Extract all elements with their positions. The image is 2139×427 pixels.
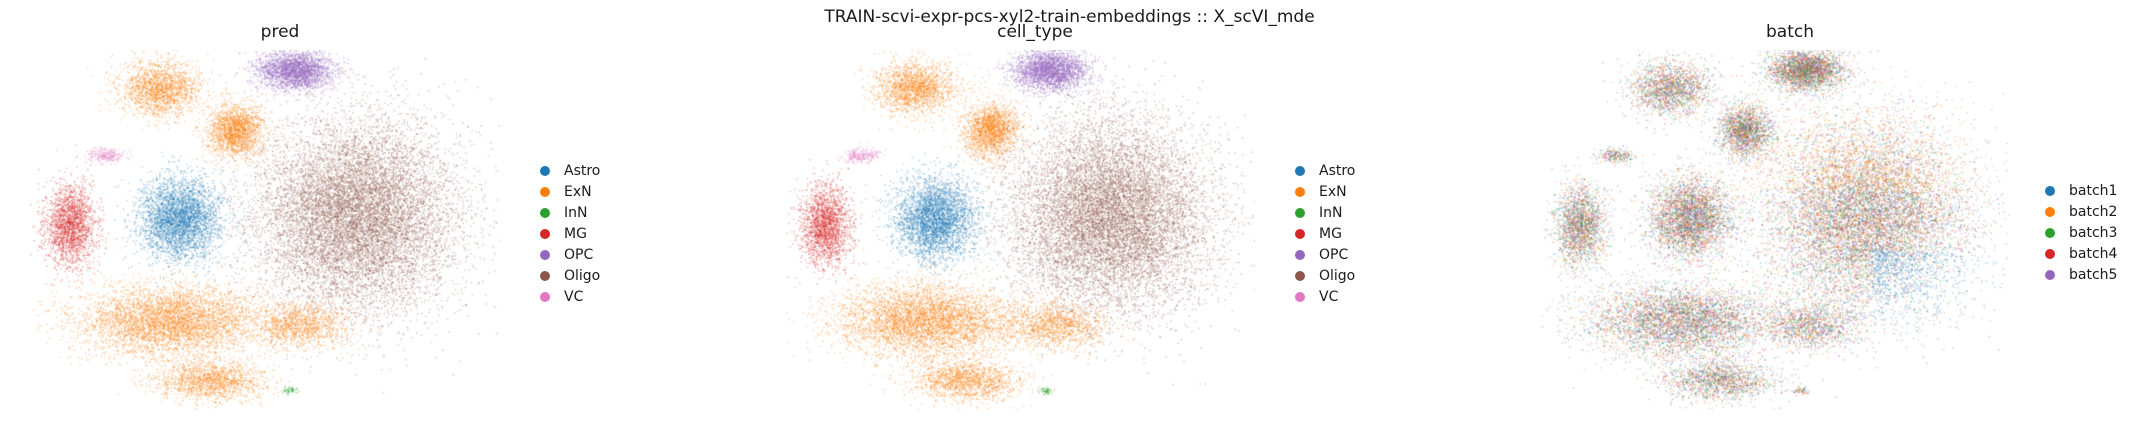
panel-title: pred <box>260 22 300 42</box>
legend-item: VC <box>540 286 600 307</box>
legend-item: Oligo <box>1295 265 1355 286</box>
legend-item: MG <box>540 223 600 244</box>
legend-marker <box>2045 206 2055 217</box>
legend-label: Astro <box>564 162 601 179</box>
legend-item: VC <box>1295 286 1355 307</box>
legend-label: batch1 <box>2069 182 2118 199</box>
legend-marker <box>1295 228 1305 239</box>
legend-label: OPC <box>564 246 594 263</box>
legend-item: OPC <box>540 244 600 265</box>
legend-item: MG <box>1295 223 1355 244</box>
legend-label: OPC <box>1319 246 1349 263</box>
legend-label: MG <box>1319 225 1342 242</box>
legend-label: Oligo <box>1319 267 1356 284</box>
legend-item: batch3 <box>2045 222 2117 243</box>
legend-label: InN <box>564 204 588 221</box>
legend-marker <box>540 165 550 176</box>
legend-label: batch4 <box>2069 245 2118 262</box>
legend-item: OPC <box>1295 244 1355 265</box>
legend-marker <box>1295 249 1305 260</box>
scatter-plot <box>785 50 1255 410</box>
scatter-plot <box>1540 50 2010 410</box>
legend: Astro ExN InN MG OPC Oligo VC <box>540 160 600 307</box>
legend-item: InN <box>1295 202 1355 223</box>
legend-label: ExN <box>1319 183 1347 200</box>
legend-item: Astro <box>540 160 600 181</box>
legend-label: MG <box>564 225 587 242</box>
legend: batch1 batch2 batch3 batch4 batch5 <box>2045 180 2117 285</box>
legend-label: VC <box>1319 288 1339 305</box>
legend-marker <box>540 186 550 197</box>
scatter-plot <box>30 50 500 410</box>
legend-marker <box>2045 227 2055 238</box>
legend-marker <box>540 270 550 281</box>
legend-marker <box>2045 269 2055 280</box>
legend-item: ExN <box>1295 181 1355 202</box>
legend-label: ExN <box>564 183 592 200</box>
legend-marker <box>1295 186 1305 197</box>
legend-marker <box>540 228 550 239</box>
figure-title: TRAIN-scvi-expr-pcs-xyl2-train-embedding… <box>824 7 1315 27</box>
legend-marker <box>540 291 550 302</box>
legend-item: Astro <box>1295 160 1355 181</box>
legend-label: InN <box>1319 204 1343 221</box>
legend-marker <box>2045 185 2055 196</box>
legend-label: VC <box>564 288 584 305</box>
panel-title: batch <box>1766 22 1814 42</box>
legend-label: batch5 <box>2069 266 2118 283</box>
legend-marker <box>2045 248 2055 259</box>
legend-item: batch2 <box>2045 201 2117 222</box>
legend-label: batch2 <box>2069 203 2118 220</box>
panel-cell-type: cell_type Astro ExN InN MG OPC Oligo VC <box>785 0 1355 427</box>
legend-marker <box>1295 291 1305 302</box>
legend-label: Astro <box>1319 162 1356 179</box>
legend-item: batch5 <box>2045 264 2117 285</box>
panel-batch: batch batch1 batch2 batch3 batch4 batch5 <box>1540 0 2117 427</box>
legend-marker <box>1295 270 1305 281</box>
legend-marker <box>1295 207 1305 218</box>
panel-title: cell_type <box>997 22 1073 42</box>
panel-pred: pred Astro ExN InN MG OPC Oligo VC <box>30 0 600 427</box>
legend-item: batch4 <box>2045 243 2117 264</box>
legend-item: batch1 <box>2045 180 2117 201</box>
legend: Astro ExN InN MG OPC Oligo VC <box>1295 160 1355 307</box>
legend-item: ExN <box>540 181 600 202</box>
legend-marker <box>540 207 550 218</box>
legend-label: Oligo <box>564 267 601 284</box>
legend-item: Oligo <box>540 265 600 286</box>
legend-label: batch3 <box>2069 224 2118 241</box>
legend-marker <box>540 249 550 260</box>
legend-item: InN <box>540 202 600 223</box>
legend-marker <box>1295 165 1305 176</box>
